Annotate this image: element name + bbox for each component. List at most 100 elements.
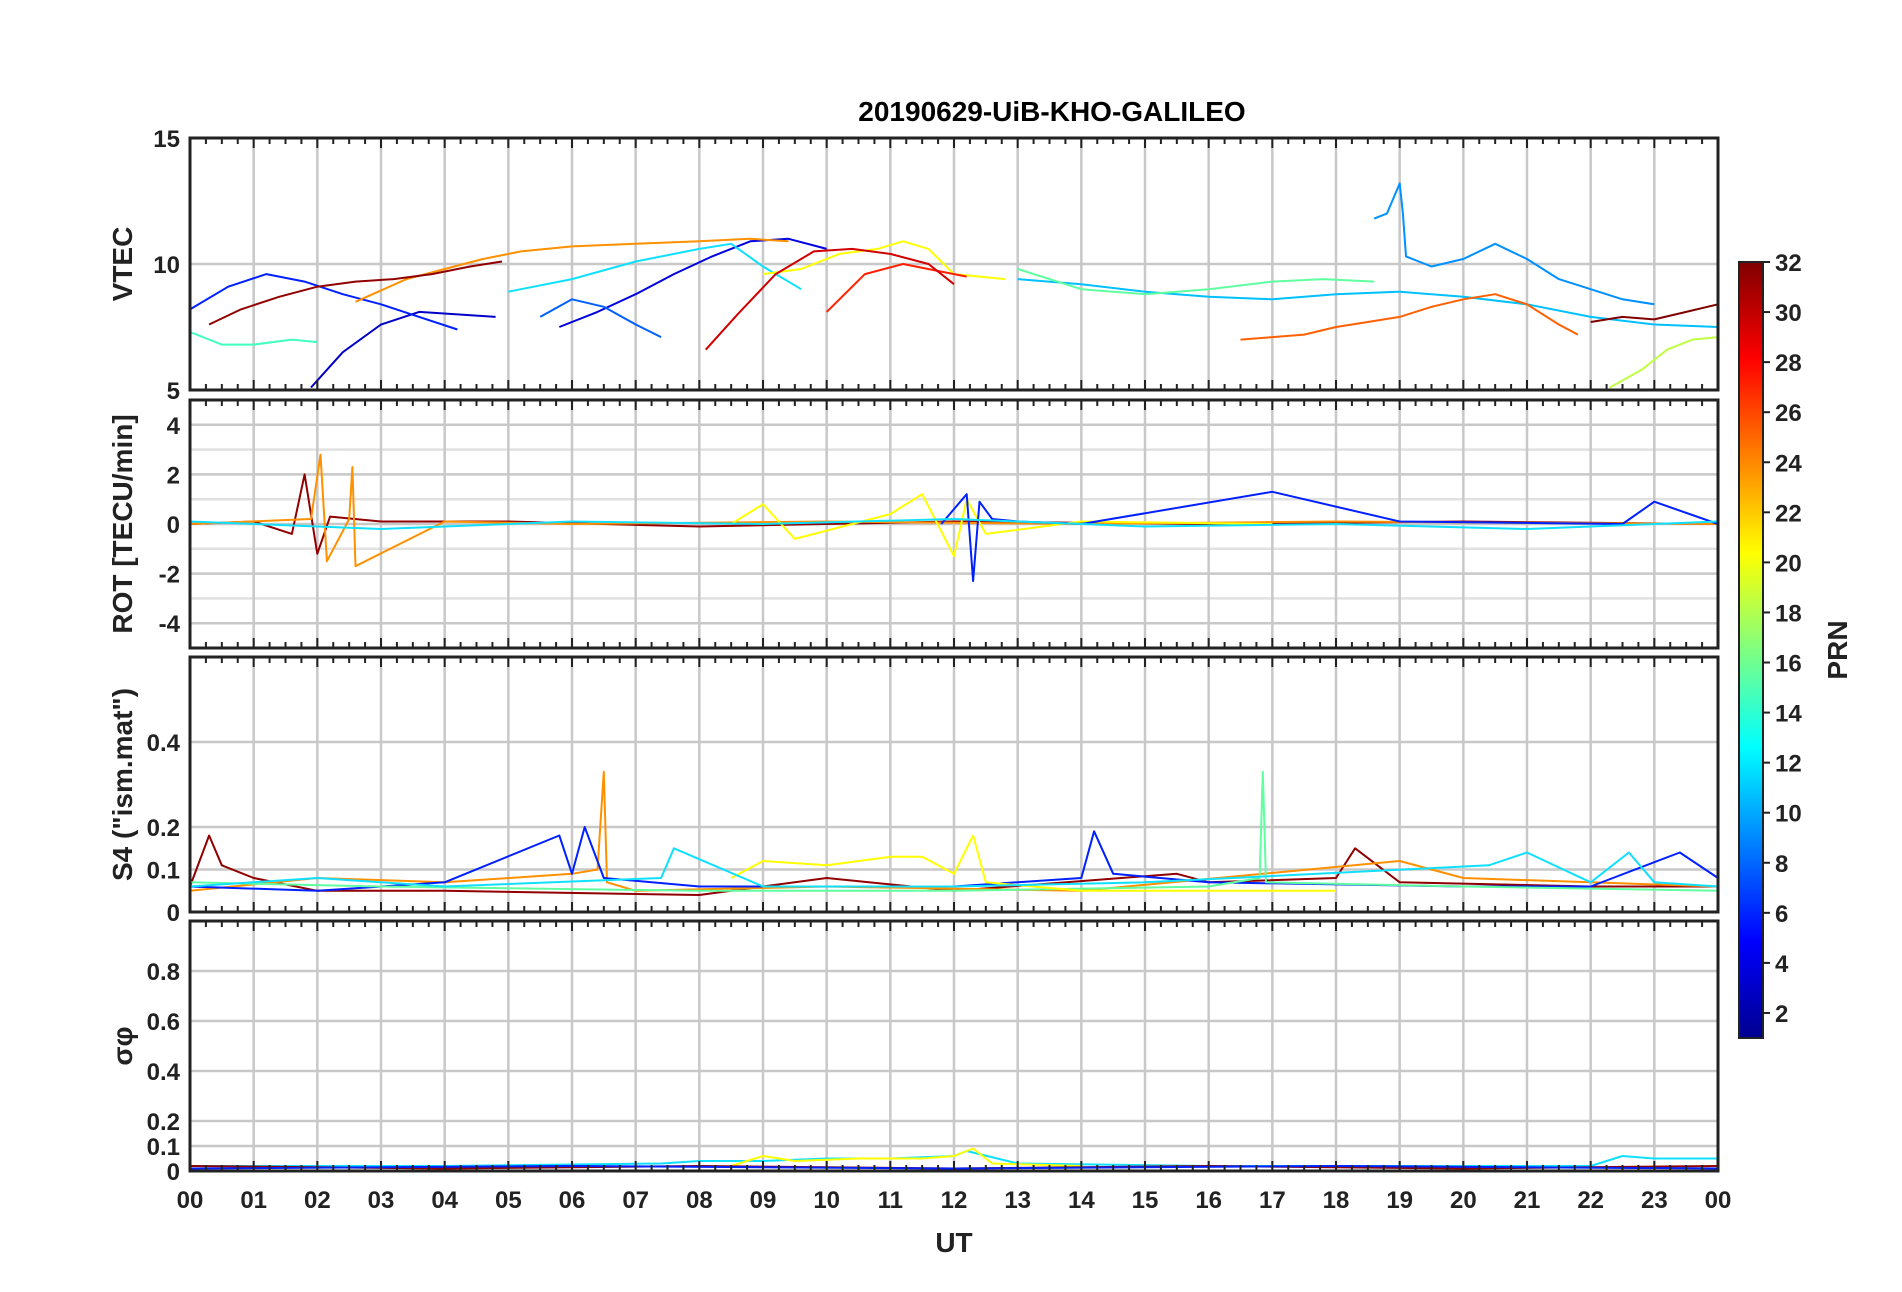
y-tick-label: 0 — [167, 512, 180, 539]
series-prn-9 — [1373, 182, 1655, 306]
y-tick-label: 10 — [153, 252, 180, 279]
colorbar-tick-label: 28 — [1775, 350, 1802, 377]
y-tick-label: 4 — [167, 413, 181, 440]
colorbar-tick-label: 26 — [1775, 400, 1802, 427]
colorbar-tick-label: 6 — [1775, 901, 1788, 928]
series-prn-12 — [189, 847, 1719, 888]
series-prn-32 — [1590, 303, 1719, 323]
colorbar-tick-label: 8 — [1775, 851, 1788, 878]
series-prn-20 — [730, 493, 1273, 558]
y-tick-label: 0 — [167, 1159, 180, 1186]
series-prn-29 — [704, 247, 955, 351]
series-prn-15 — [189, 770, 1719, 892]
x-tick-label: 15 — [1132, 1187, 1159, 1214]
panel-3: 0 0.1 0.2 0.4 S4 ("ism.mat") — [107, 655, 1720, 927]
series-prn-11 — [1017, 278, 1719, 328]
x-tick-label: 05 — [495, 1187, 522, 1214]
x-tick-label: 01 — [240, 1187, 267, 1214]
panel-frame — [188, 398, 1720, 650]
colorbar-tick-label: 14 — [1775, 701, 1802, 728]
panel-1: 5 10 15 VTEC — [107, 126, 1720, 405]
x-tick-label: 21 — [1514, 1187, 1541, 1214]
x-tick-label: 19 — [1386, 1187, 1413, 1214]
panel-4: 00.10.2 0.4 0.6 0.8 σφ — [107, 919, 1720, 1186]
y-tick-label: -2 — [159, 562, 180, 589]
y-tick-label: 0.4 — [147, 730, 181, 757]
series-prn-5 — [940, 490, 1719, 582]
y-tick-label: 0.8 — [147, 959, 180, 986]
colorbar-label: PRN — [1822, 620, 1853, 679]
panel-frame — [188, 919, 1720, 1173]
x-tick-label: 16 — [1195, 1187, 1222, 1214]
x-tick-labels: 00 01 02 03 04 05 06 07 08 09 10 11 12 13 14 15 16 17 18 19… — [177, 1187, 1732, 1214]
series-prn-23 — [189, 770, 1719, 892]
panel-frame — [188, 655, 1720, 914]
series-prn-2 — [310, 310, 496, 389]
colorbar-tick-label: 10 — [1775, 801, 1802, 828]
x-tick-label: 00 — [1705, 1187, 1732, 1214]
x-tick-label: 00 — [177, 1187, 204, 1214]
x-tick-label: 03 — [368, 1187, 395, 1214]
x-tick-label: 11 — [878, 1187, 903, 1214]
x-tick-label: 06 — [559, 1187, 586, 1214]
series-prn-5 — [189, 273, 458, 331]
y-tick-label: -4 — [159, 611, 181, 638]
series-prn-20 — [730, 1147, 1082, 1167]
colorbar-tick-label: 2 — [1775, 1001, 1788, 1028]
x-axis-label: UT — [935, 1227, 972, 1258]
series-prn-12 — [508, 242, 802, 293]
series-prn-12 — [189, 518, 1719, 530]
x-tick-label: 04 — [431, 1187, 458, 1214]
x-tick-label: 18 — [1323, 1187, 1350, 1214]
y-tick-label: 0.6 — [147, 1009, 180, 1036]
x-tick-label: 22 — [1577, 1187, 1604, 1214]
y-tick-label: 0.4 — [147, 1059, 181, 1086]
colorbar-tick-label: 20 — [1775, 550, 1802, 577]
y-tick-label: 0.1 — [147, 1134, 180, 1161]
series-prn-25 — [1240, 293, 1579, 341]
colorbar-tick-label: 32 — [1775, 250, 1802, 277]
x-tick-label: 02 — [304, 1187, 331, 1214]
x-tick-label: 23 — [1641, 1187, 1668, 1214]
colorbar-gradient — [1738, 261, 1764, 1039]
x-tick-label: 13 — [1004, 1187, 1031, 1214]
panel-frame — [188, 136, 1720, 392]
y-axis-label: ROT [TECU/min] — [107, 414, 138, 633]
y-tick-label: 0.1 — [147, 858, 180, 885]
series-prn-20 — [730, 834, 1336, 892]
series-prn-14 — [189, 331, 318, 346]
y-axis-label: σφ — [107, 1026, 138, 1065]
y-tick-label: 0.2 — [147, 815, 180, 842]
colorbar-tick-label: 30 — [1775, 300, 1802, 327]
colorbar-tick-label: 22 — [1775, 500, 1802, 527]
y-axis-label: S4 ("ism.mat") — [107, 688, 138, 881]
y-tick-label: 5 — [167, 378, 180, 405]
series-prn-27 — [825, 263, 967, 313]
series-prn-7 — [539, 298, 662, 338]
panel-2: -4 -2 0 2 4 ROT [TECU/min] — [107, 398, 1720, 650]
x-tick-label: 17 — [1259, 1187, 1286, 1214]
y-tick-label: 2 — [167, 462, 180, 489]
x-tick-label: 14 — [1068, 1187, 1095, 1214]
colorbar-tick-label: 24 — [1775, 450, 1802, 477]
colorbar-tick-label: 18 — [1775, 600, 1802, 627]
colorbar-tick-label: 16 — [1775, 651, 1802, 678]
series-prn-31 — [208, 260, 503, 326]
series-prn-3 — [558, 237, 827, 328]
chart-title: 20190629-UiB-KHO-GALILEO — [858, 96, 1245, 127]
series-prn-18 — [1609, 336, 1719, 389]
x-tick-label: 07 — [622, 1187, 649, 1214]
x-tick-label: 08 — [686, 1187, 713, 1214]
series-prn-20 — [762, 240, 1005, 281]
y-tick-label: 0 — [167, 900, 180, 927]
y-tick-label: 0.2 — [147, 1109, 180, 1136]
y-axis-label: VTEC — [107, 227, 138, 302]
series-prn-15 — [1017, 268, 1375, 296]
x-tick-label: 12 — [941, 1187, 968, 1214]
colorbar-tick-label: 12 — [1775, 751, 1802, 778]
y-tick-label: 15 — [153, 126, 180, 153]
x-tick-label: 20 — [1450, 1187, 1477, 1214]
